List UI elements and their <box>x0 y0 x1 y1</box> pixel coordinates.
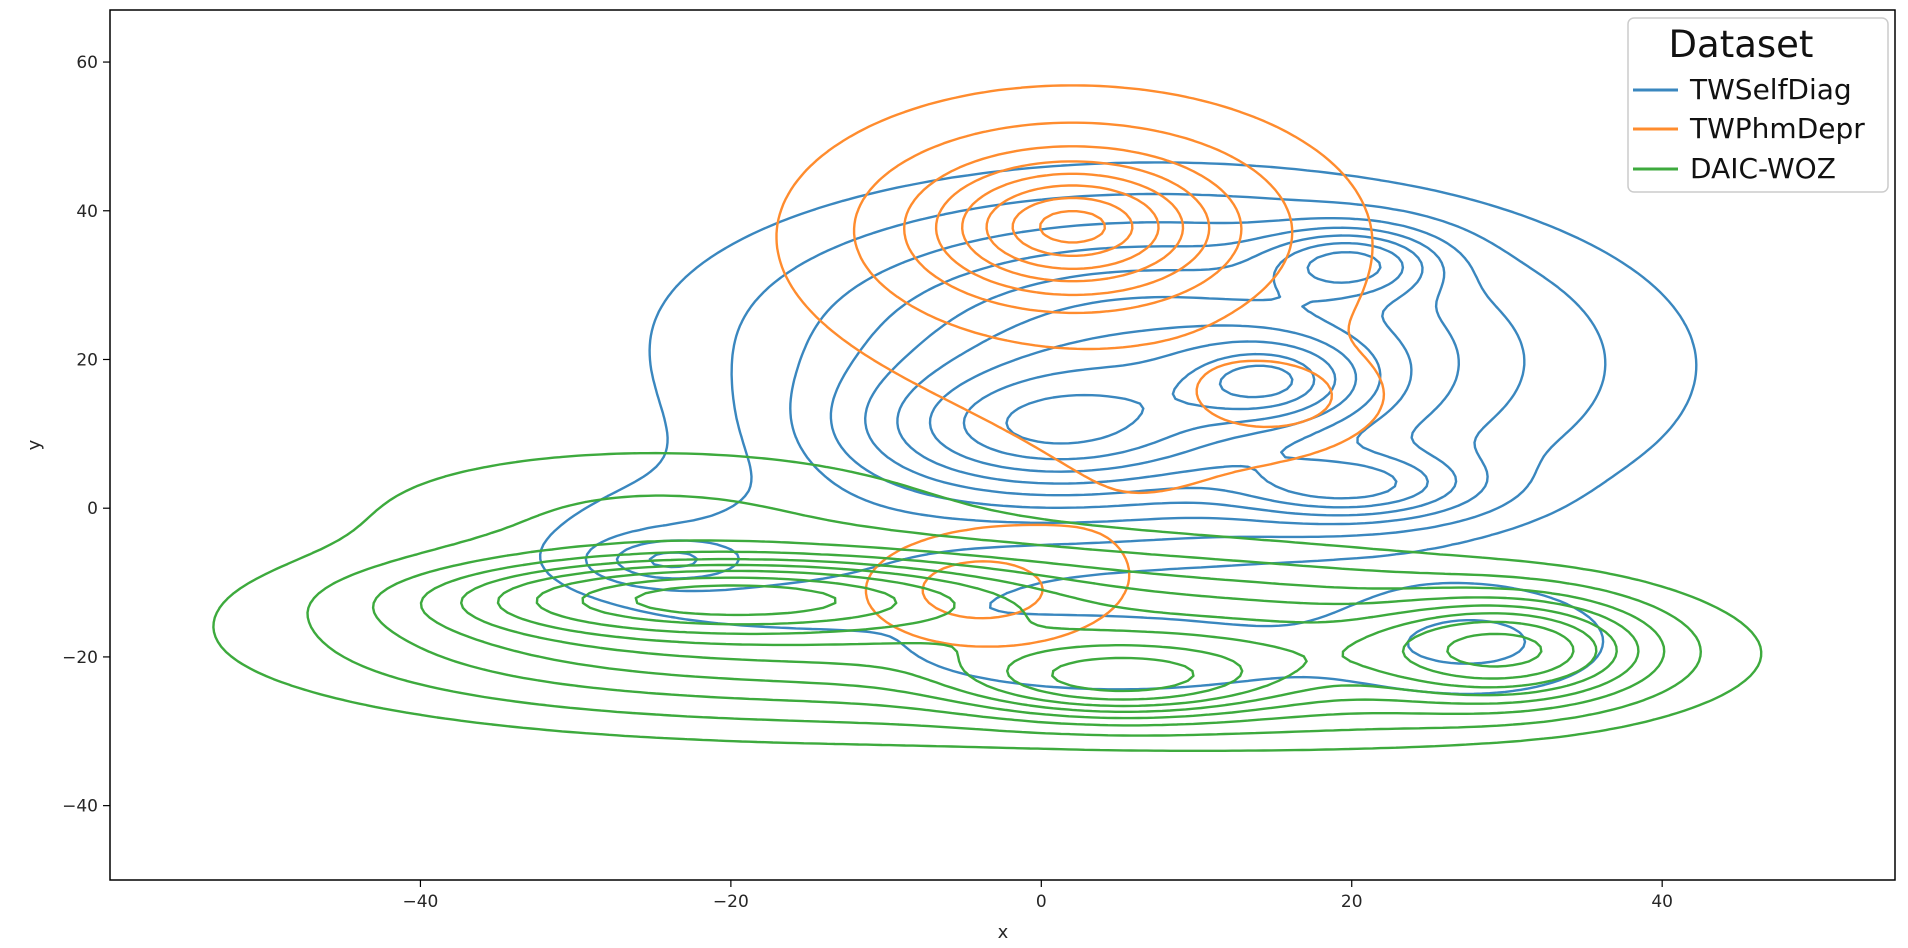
contour-line <box>581 576 1543 693</box>
y-tick-label: 20 <box>76 350 98 370</box>
contour-series-twphmdepr <box>775 84 1386 648</box>
x-tick-label: 0 <box>1036 892 1047 912</box>
contour-line <box>1039 210 1106 244</box>
x-tick-label: 40 <box>1651 892 1673 912</box>
x-axis-ticks: −40 −20 0 20 40 <box>402 880 1673 912</box>
legend-title: Dataset <box>1669 23 1814 66</box>
contour-line <box>1005 352 1316 445</box>
contour-line <box>852 121 1333 620</box>
contour-line <box>535 569 1575 701</box>
contour-line <box>371 539 1666 727</box>
legend: Dataset TWSelfDiag TWPhmDepr DAIC-WOZ <box>1627 17 1889 193</box>
contour-line <box>212 451 1763 752</box>
contour-line <box>648 226 1460 569</box>
contour-line <box>775 84 1386 648</box>
y-tick-label: 40 <box>76 202 98 222</box>
contour-line <box>460 557 1618 713</box>
y-tick-label: −20 <box>62 648 98 668</box>
x-tick-label: −40 <box>402 892 438 912</box>
legend-label: TWPhmDepr <box>1689 112 1865 145</box>
y-axis-ticks: −40 −20 0 20 40 60 <box>62 53 110 817</box>
legend-entry: TWPhmDepr <box>1633 112 1865 145</box>
contour-line <box>903 145 1243 315</box>
legend-box <box>1627 17 1889 193</box>
legend-entry: DAIC-WOZ <box>1633 152 1836 185</box>
contour-line <box>985 184 1160 270</box>
legend-entry: TWSelfDiag <box>1633 73 1852 106</box>
y-tick-label: 60 <box>76 53 98 73</box>
contour-series-daic-woz <box>212 451 1763 752</box>
contour-layer <box>212 84 1763 752</box>
x-axis-label: x <box>998 922 1009 943</box>
plot-area <box>109 9 1896 881</box>
contour-line <box>634 584 837 617</box>
contour-line <box>864 234 1429 509</box>
contour-line <box>306 494 1702 737</box>
x-tick-label: 20 <box>1341 892 1363 912</box>
contour-line <box>419 550 1640 720</box>
y-tick-label: −40 <box>62 797 98 817</box>
contour-line <box>496 563 1598 708</box>
contour-line <box>934 160 1211 297</box>
y-axis-label: y <box>24 439 45 450</box>
legend-label: TWSelfDiag <box>1689 73 1852 106</box>
x-tick-label: −20 <box>713 892 749 912</box>
contour-series-twselfdiag <box>539 161 1698 696</box>
contour-line <box>1011 196 1134 257</box>
contour-line <box>896 242 1405 500</box>
contour-line <box>961 172 1185 283</box>
y-tick-label: 0 <box>87 499 98 519</box>
contour-line <box>584 192 1607 665</box>
legend-label: DAIC-WOZ <box>1690 152 1836 185</box>
contour-line <box>1218 364 1294 399</box>
